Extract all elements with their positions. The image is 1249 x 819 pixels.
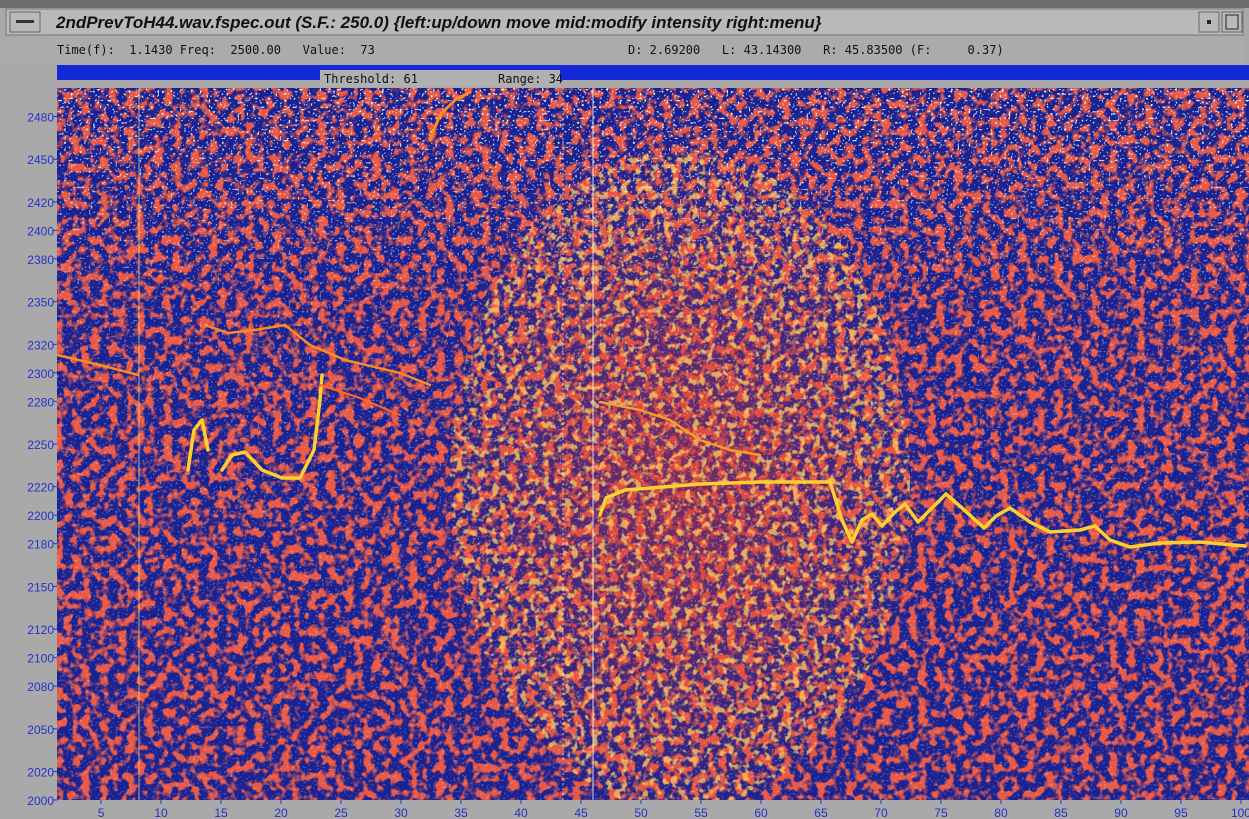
x-tick-label: 30 bbox=[394, 806, 408, 819]
x-tick-label: 60 bbox=[754, 806, 768, 819]
y-tick-label: 2280 bbox=[27, 395, 54, 409]
x-tick-label: 75 bbox=[934, 806, 948, 819]
status-right: D: 2.69200 L: 43.14300 R: 45.83500 (F: 0… bbox=[628, 43, 1004, 57]
status-left: Time(f): 1.1430 Freq: 2500.00 Value: 73 bbox=[57, 43, 375, 57]
y-tick-label: 2220 bbox=[27, 481, 54, 495]
y-tick-label: 2380 bbox=[27, 253, 54, 267]
x-tick-label: 10 bbox=[154, 806, 168, 819]
y-tick-label: 2320 bbox=[27, 338, 54, 352]
x-tick-label: 5 bbox=[98, 806, 105, 819]
y-tick-label: 2120 bbox=[27, 623, 54, 637]
y-tick-label: 2200 bbox=[27, 509, 54, 523]
x-tick-label: 55 bbox=[694, 806, 708, 819]
y-tick-label: 2050 bbox=[27, 723, 54, 737]
x-tick-label: 100 bbox=[1231, 806, 1249, 819]
x-tick-label: 40 bbox=[514, 806, 528, 819]
y-tick-label: 2420 bbox=[27, 196, 54, 210]
x-tick-label: 95 bbox=[1174, 806, 1188, 819]
y-tick-label: 2480 bbox=[27, 110, 54, 124]
x-tick-label: 15 bbox=[214, 806, 228, 819]
y-tick-label: 2080 bbox=[27, 680, 54, 694]
y-tick-label: 2450 bbox=[27, 153, 54, 167]
y-tick-label: 2300 bbox=[27, 367, 54, 381]
threshold-label: Threshold: 61 bbox=[324, 72, 418, 86]
x-tick-label: 20 bbox=[274, 806, 288, 819]
x-tick-label: 35 bbox=[454, 806, 468, 819]
minimize-icon bbox=[1207, 20, 1211, 24]
frame-top bbox=[0, 0, 1249, 8]
x-tick-label: 65 bbox=[814, 806, 828, 819]
spectrogram[interactable] bbox=[57, 88, 1249, 819]
y-tick-label: 2100 bbox=[27, 652, 54, 666]
x-tick-label: 90 bbox=[1114, 806, 1128, 819]
y-tick-label: 2180 bbox=[27, 538, 54, 552]
menu-icon bbox=[16, 20, 34, 23]
y-tick-label: 2000 bbox=[27, 794, 54, 808]
window-title: 2ndPrevToH44.wav.fspec.out (S.F.: 250.0)… bbox=[55, 13, 822, 32]
x-tick-label: 85 bbox=[1054, 806, 1068, 819]
x-tick-label: 25 bbox=[334, 806, 348, 819]
page: 2ndPrevToH44.wav.fspec.out (S.F.: 250.0)… bbox=[0, 0, 1249, 819]
y-tick-label: 2020 bbox=[27, 766, 54, 780]
x-tick-label: 50 bbox=[634, 806, 648, 819]
app-window: 2ndPrevToH44.wav.fspec.out (S.F.: 250.0)… bbox=[0, 0, 1249, 819]
x-tick-label: 70 bbox=[874, 806, 888, 819]
noise-white bbox=[57, 88, 1249, 800]
range-label: Range: 34 bbox=[498, 72, 563, 86]
y-tick-label: 2350 bbox=[27, 296, 54, 310]
x-tick-label: 45 bbox=[574, 806, 588, 819]
y-tick-label: 2150 bbox=[27, 580, 54, 594]
y-tick-label: 2250 bbox=[27, 438, 54, 452]
x-tick-label: 80 bbox=[994, 806, 1008, 819]
range-bar[interactable] bbox=[57, 65, 1249, 80]
y-tick-label: 2400 bbox=[27, 224, 54, 238]
